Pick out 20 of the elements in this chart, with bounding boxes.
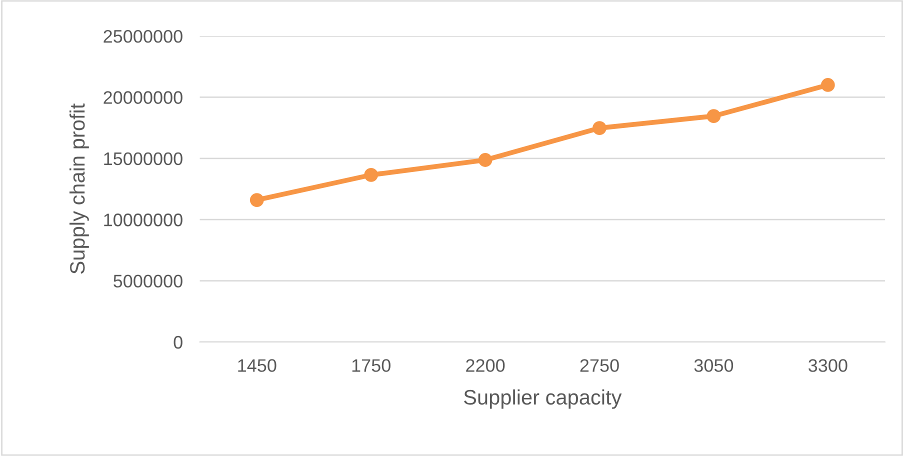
y-tick-label: 0 <box>174 336 182 349</box>
y-tick-label: 5000000 <box>114 274 182 288</box>
point <box>250 193 264 207</box>
y-axis-title: Supply chain profit <box>69 103 89 274</box>
x-tick-label: 2750 <box>580 359 619 372</box>
y-tick-label: 15000000 <box>104 152 182 166</box>
x-tick-label: 2200 <box>466 359 505 372</box>
point <box>478 153 492 167</box>
point <box>706 109 721 124</box>
point <box>364 168 378 182</box>
x-tick-label: 1450 <box>238 359 276 372</box>
x-axis-title: Supplier capacity <box>464 389 622 409</box>
x-tick-label: 1750 <box>352 359 390 372</box>
x-tick-label: 3300 <box>808 359 848 372</box>
x-tick-label: 3050 <box>694 359 734 372</box>
y-tick-label: 20000000 <box>104 91 182 104</box>
y-tick-label: 10000000 <box>104 214 182 226</box>
y-tick-label: 25000000 <box>104 30 182 43</box>
point <box>592 121 606 136</box>
point <box>820 78 835 92</box>
